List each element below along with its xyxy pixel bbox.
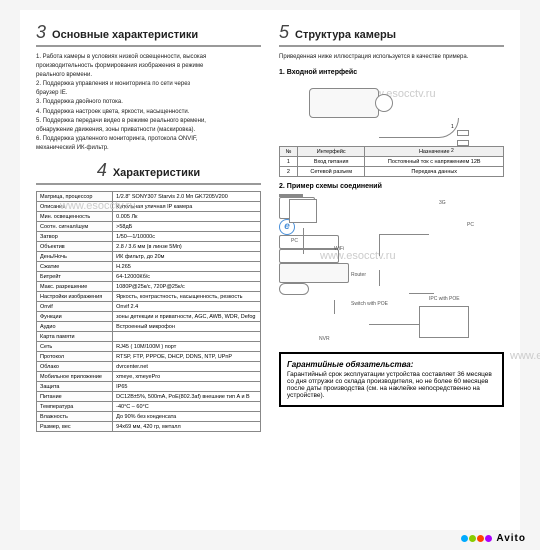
section-title: Основные характеристики — [52, 29, 198, 41]
section-4-head: 4 Характеристики — [36, 160, 261, 185]
left-column: 3 Основные характеристики 1. Работа каме… — [36, 22, 261, 518]
spec-row: Затвор1/50—1/10000с — [37, 232, 261, 242]
sub-head-2: 2. Пример схемы соединений — [279, 183, 504, 190]
switch-icon — [279, 249, 339, 263]
spec-row: Карта памяти — [37, 332, 261, 342]
intro-text: Приведенная ниже иллюстрация используетс… — [279, 53, 504, 61]
spec-row: СетьRJ45 ( 10M/100M ) порт — [37, 342, 261, 352]
spec-row: День/НочьИК фильтр, до 20м — [37, 252, 261, 262]
warranty-body: Гарантийный срок эксплуатации устройства… — [287, 371, 496, 399]
features-text: 1. Работа камеры в условиях низкой освещ… — [36, 53, 261, 152]
dot-icon — [461, 535, 468, 542]
spec-row: Битрейт64-12000Кб/с — [37, 272, 261, 282]
spec-row: ПитаниеDC12В±5%, 500mA, PoE(802.3af) вне… — [37, 392, 261, 402]
spec-row: Мобильное приложениеxmeye, xmeyePro — [37, 372, 261, 382]
router-icon — [279, 235, 339, 249]
spec-row: ПротоколRTSP, FTP, PPPOE, DHCP, DDNS, NT… — [37, 352, 261, 362]
connector-2-icon — [457, 140, 469, 146]
pc-icon — [289, 199, 317, 223]
interface-table: №ИнтерфейсНазначение1Вход питанияПостоян… — [279, 146, 504, 177]
spec-row: Макс. разрешение1080P@25к/с, 720P@25к/с — [37, 282, 261, 292]
section-num: 5 — [279, 22, 289, 43]
section-num: 4 — [97, 160, 107, 181]
avito-text: Avito — [496, 533, 526, 544]
spec-row: СжатиеH.265 — [37, 262, 261, 272]
sub-head-1: 1. Входной интерфейс — [279, 69, 504, 76]
nvr-icon — [279, 263, 349, 283]
spec-row: Облакоdvrcenter.net — [37, 362, 261, 372]
section-3-head: 3 Основные характеристики — [36, 22, 261, 47]
section-num: 3 — [36, 22, 46, 43]
spec-row: ЗащитаIP65 — [37, 382, 261, 392]
spec-table: Матрица, процессор1/2.8" SONY307 Starvis… — [36, 191, 261, 432]
network-diagram: e PC 3G PC WiFi Router Switch with POE N… — [279, 194, 504, 344]
section-title: Характеристики — [113, 167, 200, 179]
spec-row: ОписаниеКупольная уличная IP камера — [37, 202, 261, 212]
spec-row: OnvifOnvif 2.4 — [37, 302, 261, 312]
spec-row: АудиоВстроенный микрофон — [37, 322, 261, 332]
iface-row: 2Сетевой разъемПередача данных — [280, 167, 504, 177]
spec-row: Объектив2.8 / 3.6 мм (в линзе 5Мп) — [37, 242, 261, 252]
spec-row: ВлажностьДо 90% без конденсата — [37, 412, 261, 422]
dot-icon — [485, 535, 492, 542]
warranty-title: Гарантийные обязательства: — [287, 360, 496, 369]
spec-row: Функциизоны детекции и приватности, AGC,… — [37, 312, 261, 322]
spec-row: Мин. освещенность0.005 Лк — [37, 212, 261, 222]
spec-row: Матрица, процессор1/2.8" SONY307 Starvis… — [37, 192, 261, 202]
camera-lens-icon — [375, 94, 393, 112]
watermark: www.esocctv.ru — [510, 350, 540, 362]
dot-icon — [477, 535, 484, 542]
spec-row: Размер, вес94х69 мм, 420 гр, металл — [37, 422, 261, 432]
connector-label: 2 — [451, 148, 454, 154]
spec-row: Соотн. сигнал/шум>58дБ — [37, 222, 261, 232]
spec-row: Температура-40°C – 60°C — [37, 402, 261, 412]
section-title: Структура камеры — [295, 29, 396, 41]
right-column: 5 Структура камеры Приведенная ниже иллю… — [279, 22, 504, 518]
connector-label: 1 — [451, 124, 454, 130]
ipc-icon — [279, 283, 309, 295]
camera-body-icon — [309, 88, 379, 118]
connector-1-icon — [457, 130, 469, 136]
iface-row: 1Вход питанияПостоянный ток с напряжение… — [280, 157, 504, 167]
avito-logo: Avito — [461, 533, 526, 544]
warranty-box: Гарантийные обязательства: Гарантийный с… — [279, 352, 504, 407]
dot-icon — [469, 535, 476, 542]
monitor-icon — [419, 306, 469, 338]
spec-row: Настройки изображенияЯркость, контрастно… — [37, 292, 261, 302]
cable-icon — [379, 118, 459, 138]
section-5-head: 5 Структура камеры — [279, 22, 504, 47]
camera-diagram: 1 2 — [279, 80, 504, 140]
